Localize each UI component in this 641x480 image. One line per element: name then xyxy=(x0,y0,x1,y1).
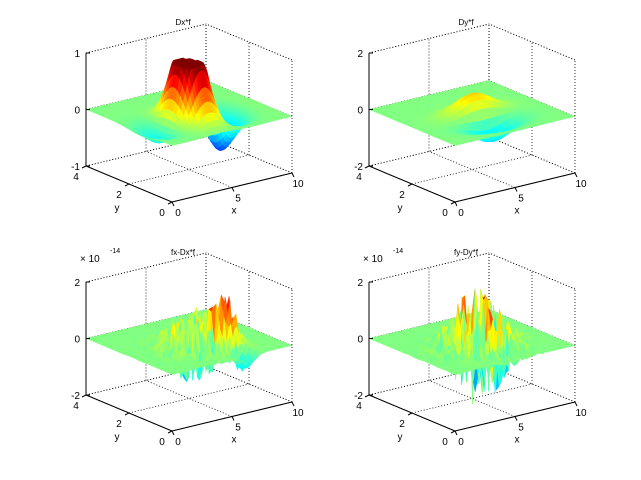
surface xyxy=(368,80,576,146)
grid-line xyxy=(205,136,293,174)
grid-line xyxy=(145,380,233,417)
z-tick-label: 0 xyxy=(357,106,363,117)
grid-line xyxy=(128,154,250,185)
x-tick xyxy=(171,201,175,207)
y-tick xyxy=(450,201,456,205)
y-tick xyxy=(407,183,413,187)
grid-line xyxy=(205,23,293,61)
z-tick-label: 0 xyxy=(74,106,80,117)
y-tick xyxy=(167,201,173,205)
grid-line xyxy=(85,23,207,54)
x-axis-label: x xyxy=(232,206,237,217)
surface xyxy=(85,295,293,383)
x-tick-label: 0 xyxy=(175,208,181,219)
y-tick xyxy=(81,165,87,169)
z-tick-label: 1 xyxy=(74,49,80,60)
y-axis-label: y xyxy=(398,203,403,214)
y-tick-label: 2 xyxy=(399,190,405,201)
x-tick-label: 10 xyxy=(292,179,304,190)
grid-line xyxy=(428,151,516,188)
y-tick-label: 0 xyxy=(442,208,448,219)
subplot-title: Dy*f xyxy=(458,18,474,27)
z-tick-label: 2 xyxy=(357,49,363,60)
y-axis-label: y xyxy=(115,203,120,214)
x-tick xyxy=(574,172,578,178)
y-tick-label: 4 xyxy=(73,172,79,183)
y-tick-label: 4 xyxy=(356,172,362,183)
x-tick-label: 5 xyxy=(518,194,524,205)
y-tick-label: 2 xyxy=(116,190,122,201)
x-tick-label: 0 xyxy=(458,208,464,219)
x-tick xyxy=(231,187,235,192)
surface xyxy=(85,57,293,151)
grid-line xyxy=(411,154,533,185)
y-tick xyxy=(364,165,370,169)
x-tick-label: 5 xyxy=(235,194,241,205)
x-axis-label: x xyxy=(515,206,520,217)
y-tick xyxy=(124,183,130,187)
grid-line xyxy=(145,151,233,188)
subplot-title: Dx*f xyxy=(175,18,191,27)
y-tick-label: 0 xyxy=(159,208,165,219)
x-tick xyxy=(514,187,518,192)
x-tick xyxy=(291,172,295,178)
grid-line xyxy=(128,383,250,414)
x-tick xyxy=(454,201,458,207)
x-tick-label: 10 xyxy=(575,179,587,190)
